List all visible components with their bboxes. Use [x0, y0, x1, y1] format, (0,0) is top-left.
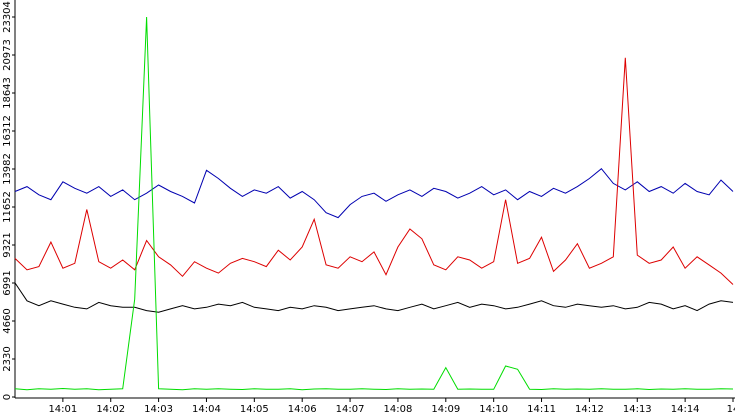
series-line [14, 167, 734, 219]
x-tick-label: 14:06 [288, 404, 317, 415]
x-tick-label: 14 [727, 404, 735, 415]
series-line [14, 282, 734, 313]
y-tick-label: 20973 [2, 39, 13, 71]
x-tick-label: 14:08 [384, 404, 413, 415]
x-tick-label: 14:07 [336, 404, 365, 415]
x-tick-label: 14:01 [48, 404, 77, 415]
x-tick-label: 14:03 [144, 404, 173, 415]
y-tick-label: 9321 [2, 232, 13, 257]
y-tick-label: 6991 [2, 270, 13, 295]
x-tick-label: 14:04 [192, 404, 221, 415]
x-tick-label: 14:12 [575, 404, 604, 415]
y-tick-label: 11652 [2, 191, 13, 223]
x-tick-label: 14:02 [96, 404, 125, 415]
series-line [14, 57, 734, 285]
x-tick-label: 14:09 [431, 404, 460, 415]
x-tick-label: 14:13 [623, 404, 652, 415]
y-tick-label: 13982 [2, 153, 13, 185]
y-tick-label: 23304 [2, 1, 13, 33]
x-tick-label: 14:10 [479, 404, 508, 415]
y-tick-label: 4660 [2, 308, 13, 333]
y-tick-label: 16312 [2, 115, 13, 147]
x-tick-label: 14:05 [240, 404, 269, 415]
x-tick-label: 14:14 [671, 404, 700, 415]
x-tick-label: 14:11 [527, 404, 556, 415]
y-tick-label: 2330 [2, 346, 13, 371]
y-tick-label: 18643 [2, 77, 13, 109]
y-tick-label: 0 [2, 394, 13, 400]
series-line [14, 16, 734, 391]
